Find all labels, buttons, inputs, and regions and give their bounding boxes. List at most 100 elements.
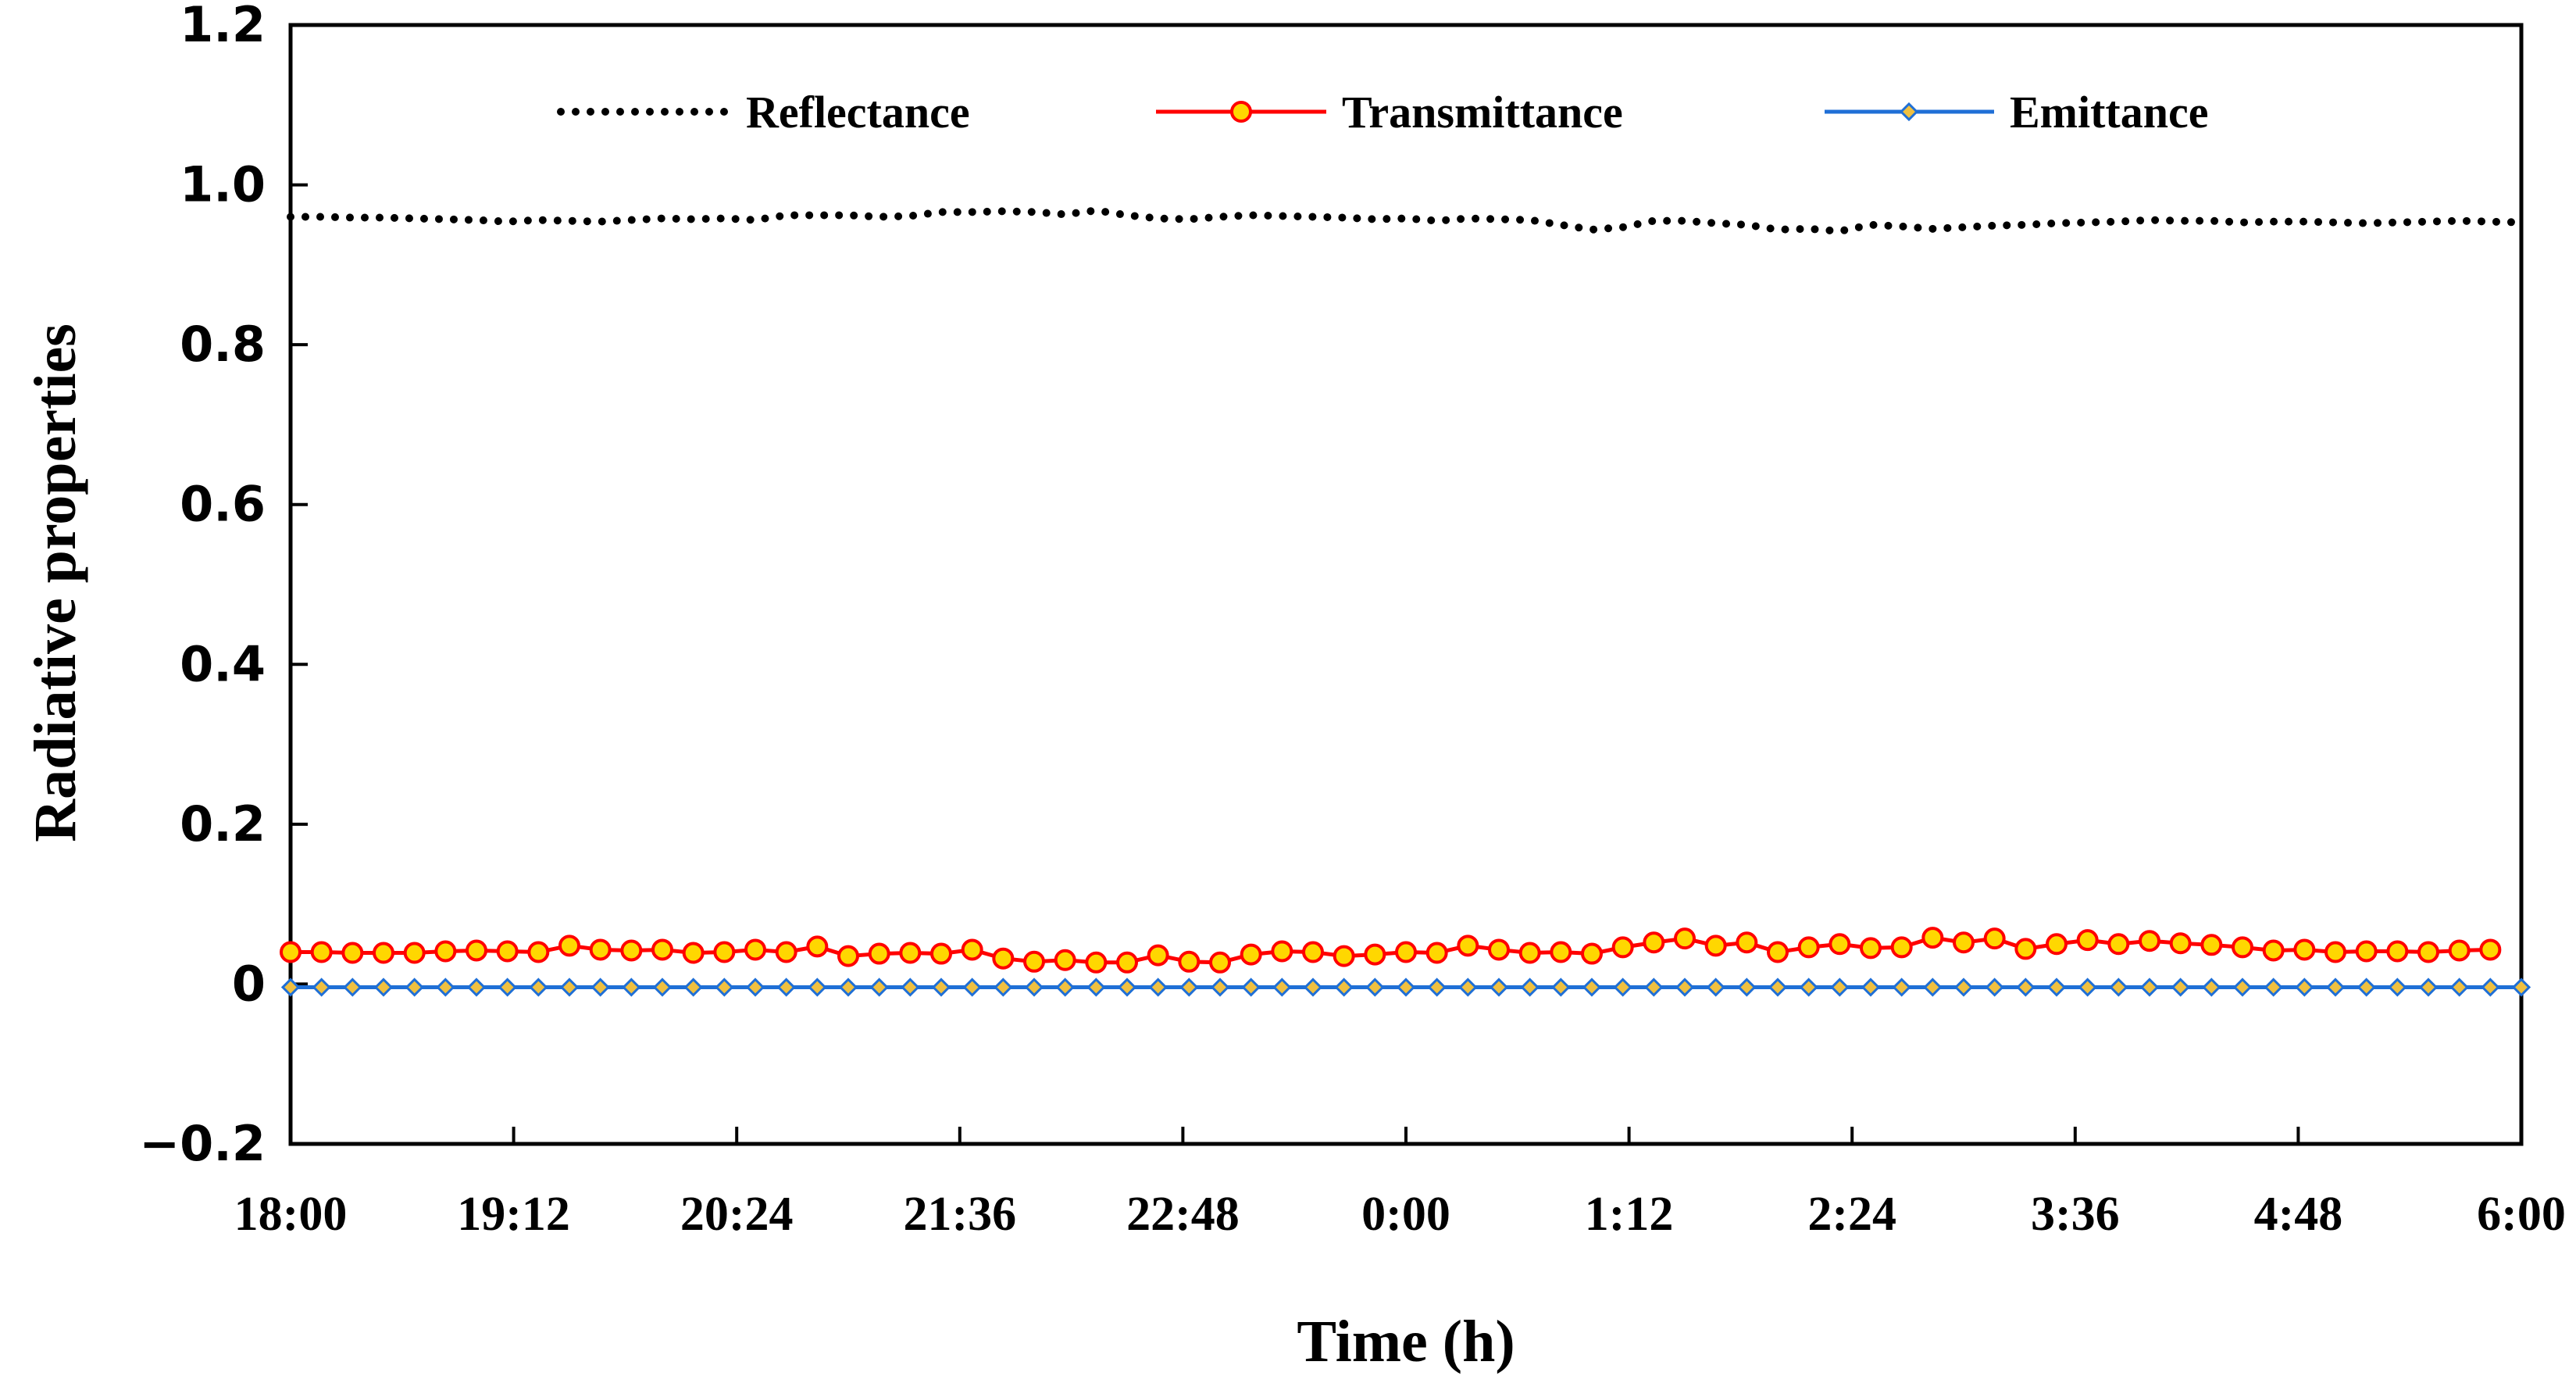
transmittance-point (1209, 951, 1232, 974)
emittance-point (652, 977, 673, 997)
emittance-point (1210, 977, 1230, 997)
transmittance-point (2417, 941, 2440, 963)
emittance-point (2078, 977, 2097, 997)
emittance-point (1055, 977, 1075, 997)
emittance-point (1799, 977, 1818, 997)
emittance-point (869, 977, 889, 997)
emittance-point (343, 977, 362, 997)
emittance-point (1830, 977, 1850, 997)
emittance-point (312, 977, 331, 997)
emittance-point (622, 977, 641, 997)
x-axis-title: Time (h) (1297, 1309, 1515, 1374)
transmittance-point (1704, 935, 1727, 957)
emittance-point (994, 977, 1013, 997)
transmittance-point (1364, 943, 1386, 966)
emittance-point (745, 977, 765, 997)
transmittance-point (2076, 929, 2099, 952)
emittance-point (2171, 977, 2190, 997)
transmittance-point (2479, 938, 2502, 961)
transmittance-point (1023, 950, 1046, 973)
x-tick-label: 21:36 (903, 1188, 1016, 1241)
transmittance-point (1085, 951, 1108, 974)
emittance-point (559, 977, 580, 997)
transmittance-point (2386, 940, 2409, 963)
emittance-point (1179, 977, 1199, 997)
series-reflectance (287, 206, 2525, 235)
transmittance-point (1736, 931, 1758, 954)
legend-marker-transmittance (1230, 101, 1252, 123)
emittance-point (529, 977, 548, 997)
emittance-point (405, 977, 424, 997)
emittance-point (2418, 977, 2439, 997)
transmittance-point (775, 941, 797, 963)
transmittance-point (1054, 949, 1076, 971)
emittance-point (962, 977, 982, 997)
emittance-point (1086, 977, 1106, 997)
transmittance-point (2139, 930, 2161, 952)
emittance-point (2295, 977, 2314, 997)
transmittance-point (341, 942, 364, 964)
transmittance-point (496, 940, 519, 963)
y-tick-label: 0.8 (180, 316, 266, 373)
transmittance-point (1271, 940, 1293, 963)
transmittance-point (651, 938, 674, 961)
transmittance-point (403, 942, 426, 964)
emittance-point (1675, 977, 1695, 997)
transmittance-point (682, 942, 705, 964)
transmittance-point (1333, 945, 1355, 967)
emittance-point (2511, 977, 2531, 997)
legend: Reflectance Transmittance Emittance (557, 87, 2209, 138)
transmittance-point (1829, 933, 1851, 956)
emittance-point (1613, 977, 1632, 997)
legend-label-reflectance: Reflectance (746, 87, 970, 138)
legend-label-transmittance: Transmittance (1342, 87, 1623, 138)
series-transmittance (280, 927, 2502, 974)
legend-item-emittance: Emittance (1825, 87, 2209, 138)
x-tick-label: 20:24 (680, 1188, 794, 1241)
emittance-point (2388, 977, 2407, 997)
transmittance-point (1860, 937, 1882, 960)
transmittance-point (1457, 935, 1479, 957)
emittance-point (715, 977, 734, 997)
transmittance-point (558, 935, 581, 957)
emittance-point (2109, 977, 2128, 997)
emittance-point (2264, 977, 2283, 997)
y-axis: −0.2 0 0.2 0.4 0.6 0.8 1.0 1.2 (139, 0, 308, 1172)
emittance-point (838, 977, 858, 997)
transmittance-point (1302, 941, 1325, 963)
emittance-point (1024, 977, 1044, 997)
emittance-point (2046, 977, 2067, 997)
transmittance-point (961, 938, 983, 961)
x-tick-label: 19:12 (457, 1188, 570, 1241)
transmittance-point (2200, 934, 2223, 956)
emittance-point (498, 977, 517, 997)
transmittance-point (1116, 951, 1139, 974)
transmittance-point (1147, 944, 1169, 967)
emittance-point (436, 977, 455, 997)
x-tick-label: 3:36 (2031, 1188, 2120, 1241)
transmittance-point (1518, 942, 1541, 964)
transmittance-point (1611, 936, 1634, 959)
emittance-point (2357, 977, 2376, 997)
emittance-point (2139, 977, 2160, 997)
emittance-point (1861, 977, 1881, 997)
y-tick-label: 1.2 (180, 0, 266, 53)
reflectance-line (287, 206, 2525, 235)
x-tick-label: 22:48 (1126, 1188, 1240, 1241)
transmittance-point (527, 941, 550, 963)
emittance-point (776, 977, 796, 997)
y-tick-label: −0.2 (139, 1115, 266, 1172)
y-tick-label: 0 (232, 955, 266, 1012)
transmittance-point (1953, 931, 1975, 954)
transmittance-point (1674, 927, 1697, 950)
y-axis-title: Radiative properties (23, 323, 88, 842)
transmittance-point (2107, 933, 2130, 956)
emittance-point (1334, 977, 1354, 997)
transmittance-point (589, 938, 612, 961)
y-tick-label: 0.6 (180, 476, 266, 533)
transmittance-point (2448, 939, 2471, 962)
emittance-point (1737, 977, 1757, 997)
transmittance-point (1240, 943, 1262, 966)
emittance-point (1953, 977, 1974, 997)
